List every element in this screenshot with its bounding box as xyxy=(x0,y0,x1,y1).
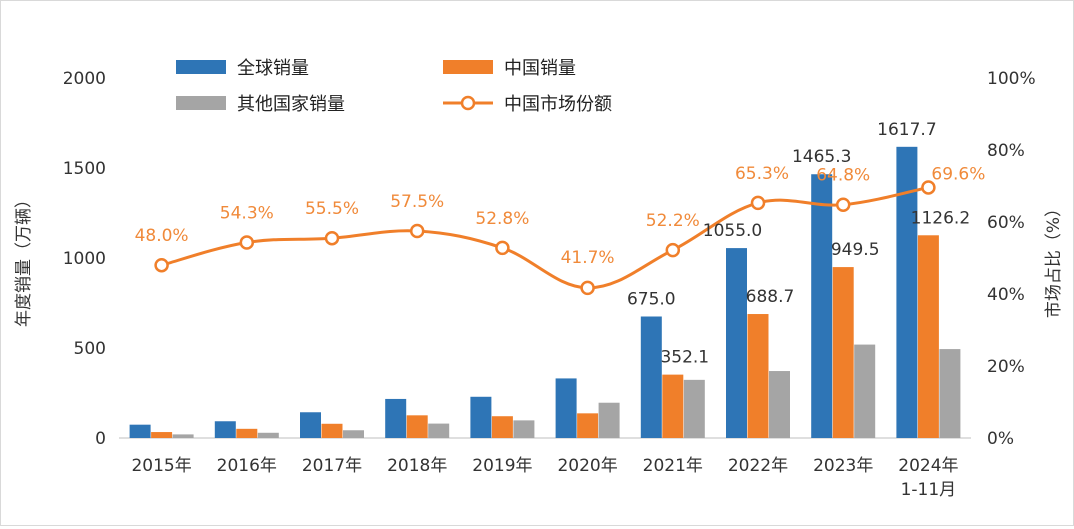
y-tick-left: 500 xyxy=(74,339,106,359)
y-tick-left: 0 xyxy=(95,429,106,449)
bar-global xyxy=(896,146,918,438)
share-point xyxy=(921,180,936,195)
bar-global xyxy=(640,316,662,438)
bar-global xyxy=(555,378,577,438)
y-axis-left: 0 500 1000 1500 2000 xyxy=(63,69,106,449)
share-value-label: 41.7% xyxy=(561,248,615,268)
bar-global xyxy=(129,424,151,438)
legend-label: 其他国家销量 xyxy=(237,94,345,115)
share-value-label: 69.6% xyxy=(931,164,985,184)
y-axis-right: 0% 20% 40% 60% 80% 100% xyxy=(987,69,1036,449)
share-point xyxy=(409,223,425,239)
bar-china xyxy=(577,413,599,438)
bars xyxy=(129,146,961,438)
share-value-label: 64.8% xyxy=(816,166,870,186)
bar-other xyxy=(513,420,535,438)
x-tick-label: 2020年 xyxy=(557,456,617,476)
y-tick-right: 60% xyxy=(987,213,1025,233)
bar-value-label: 1617.7 xyxy=(877,120,936,140)
y-tick-right: 80% xyxy=(987,141,1025,161)
share-value-label: 65.3% xyxy=(735,164,789,184)
legend-label: 中国市场份额 xyxy=(504,94,612,115)
share-value-label: 52.2% xyxy=(646,211,700,231)
bar-global xyxy=(811,174,833,438)
share-point xyxy=(665,242,681,258)
bar-other xyxy=(257,432,279,438)
share-line xyxy=(161,185,929,290)
bar-global xyxy=(726,248,747,438)
bar-global xyxy=(470,396,492,438)
y-tick-right: 0% xyxy=(987,429,1014,449)
y-axis-title-left: 年度销量（万辆） xyxy=(14,191,34,327)
share-point xyxy=(750,195,766,211)
y-tick-right: 100% xyxy=(987,69,1036,89)
share-point xyxy=(580,280,595,296)
share-line-layer: 48.0% 54.3% 55.5% 57.5% 52.8% 41.7% 52.2% 65.3%… xyxy=(135,164,985,296)
bar-value-label: 352.1 xyxy=(660,348,709,368)
legend-swatch xyxy=(176,96,226,110)
share-value-label: 55.5% xyxy=(305,199,359,219)
x-tick-label: 2021年 xyxy=(643,456,703,476)
x-axis-ticks: 2015年 2016年 2017年 2018年 2019年 2020年 2021年 2022年… xyxy=(131,456,958,500)
share-point xyxy=(835,197,851,212)
bar-global xyxy=(385,398,407,438)
bar-china xyxy=(917,235,939,438)
bar-value-label: 1465.3 xyxy=(792,147,851,167)
x-tick-label: 2024年 1-11月 xyxy=(898,456,958,500)
bar-other xyxy=(428,423,450,438)
share-value-label: 54.3% xyxy=(220,204,274,224)
share-value-label: 52.8% xyxy=(475,209,529,229)
x-tick-label: 2018年 xyxy=(387,456,447,476)
bar-value-label: 1126.2 xyxy=(911,208,970,228)
legend-swatch xyxy=(443,60,493,74)
bar-china xyxy=(662,374,684,438)
x-tick-label: 2016年 xyxy=(217,456,277,476)
x-tick-label: 2019年 xyxy=(472,456,532,476)
bar-china xyxy=(747,314,769,438)
bar-china xyxy=(151,432,173,438)
bar-other xyxy=(598,402,620,438)
y-tick-left: 2000 xyxy=(63,69,106,89)
y-tick-left: 1500 xyxy=(63,159,106,179)
bar-other xyxy=(854,344,876,438)
bar-china xyxy=(406,415,428,438)
bar-value-label: 1055.0 xyxy=(703,221,762,241)
bar-china xyxy=(236,428,258,438)
x-tick-label: 2023年 xyxy=(813,456,873,476)
share-value-label: 57.5% xyxy=(390,192,444,212)
share-point xyxy=(239,235,255,250)
legend-label: 全球销量 xyxy=(237,58,309,79)
bar-global xyxy=(300,412,321,438)
share-value-label: 48.0% xyxy=(135,226,189,246)
legend-swatch xyxy=(176,60,226,74)
y-tick-right: 20% xyxy=(987,357,1025,377)
legend-marker xyxy=(460,95,476,111)
y-tick-left: 1000 xyxy=(63,249,106,269)
y-tick-right: 40% xyxy=(987,285,1025,305)
bar-other xyxy=(769,371,790,438)
share-point xyxy=(154,257,169,273)
bar-global xyxy=(214,421,236,438)
bar-china xyxy=(832,267,854,438)
bar-other xyxy=(172,434,194,438)
bar-china xyxy=(491,416,513,438)
bar-other xyxy=(939,349,961,438)
y-axis-title-right: 市场占比（%） xyxy=(1044,200,1064,318)
x-tick-label: 2022年 xyxy=(728,456,788,476)
bar-value-label: 688.7 xyxy=(746,287,795,307)
bar-value-label: 675.0 xyxy=(627,290,676,310)
bar-value-labels: 675.0 1055.0 1465.3 1617.7 352.1 688.7 949.5 11… xyxy=(627,120,970,368)
share-point xyxy=(324,230,340,246)
bar-value-label: 949.5 xyxy=(831,240,880,260)
bar-china xyxy=(321,423,343,438)
bar-other xyxy=(343,430,364,438)
bar-other xyxy=(683,379,705,438)
share-point xyxy=(495,240,510,256)
x-tick-label: 2015年 xyxy=(131,456,191,476)
legend-label: 中国销量 xyxy=(504,58,576,79)
x-tick-label: 2017年 xyxy=(302,456,362,476)
